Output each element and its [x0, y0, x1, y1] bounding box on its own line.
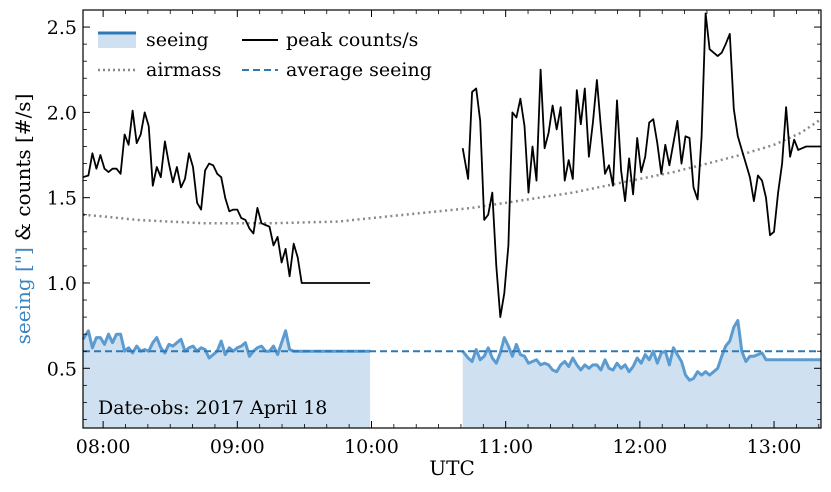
legend-seeing-label: seeing — [146, 29, 209, 51]
seeing-fill-segment-1 — [462, 320, 821, 428]
x-tick-label: 08:00 — [76, 436, 131, 458]
y-tick-label: 0.5 — [47, 358, 77, 380]
legend: seeing peak counts/s airmass average see… — [98, 29, 432, 81]
y-tick-label: 1.0 — [47, 273, 77, 295]
x-axis-label: UTC — [429, 456, 475, 480]
seeing-fill-layer — [83, 320, 821, 428]
y-axis-label-part-0: seeing ["] — [11, 247, 35, 344]
axis-ticks: 08:00 09:00 10:00 11:00 12:00 13:00 0.5 1.0 1.5 2… — [47, 9, 821, 458]
airmass-line — [82, 118, 822, 225]
y-axis-label-part-2: counts [#/s] — [11, 94, 35, 217]
peak-counts-line-segment-0 — [82, 109, 371, 284]
seeing-fill-segment-0 — [83, 330, 371, 428]
x-tick-label: 09:00 — [210, 436, 265, 458]
seeing-line-segment-1 — [461, 319, 821, 382]
y-axis-label-part-1: & — [11, 217, 35, 248]
plot-frame — [82, 9, 822, 429]
y-tick-label: 2.5 — [47, 17, 77, 39]
x-tick-label: 10:00 — [344, 436, 399, 458]
y-axis-label: seeing ["] & counts [#/s] — [11, 94, 35, 345]
date-annotation: Date-obs: 2017 April 18 — [98, 397, 327, 419]
y-tick-label: 2.0 — [47, 102, 77, 124]
x-tick-label: 13:00 — [747, 436, 802, 458]
legend-counts-label: peak counts/s — [286, 29, 418, 51]
legend-airmass-label: airmass — [146, 59, 221, 81]
legend-average-label: average seeing — [286, 59, 432, 81]
y-tick-label: 1.5 — [47, 188, 77, 210]
legend-seeing-swatch — [98, 32, 136, 48]
peak-counts-line-segment-1 — [461, 12, 821, 319]
x-tick-label: 11:00 — [478, 436, 533, 458]
series-layer — [81, 12, 822, 382]
x-tick-label: 12:00 — [612, 436, 667, 458]
